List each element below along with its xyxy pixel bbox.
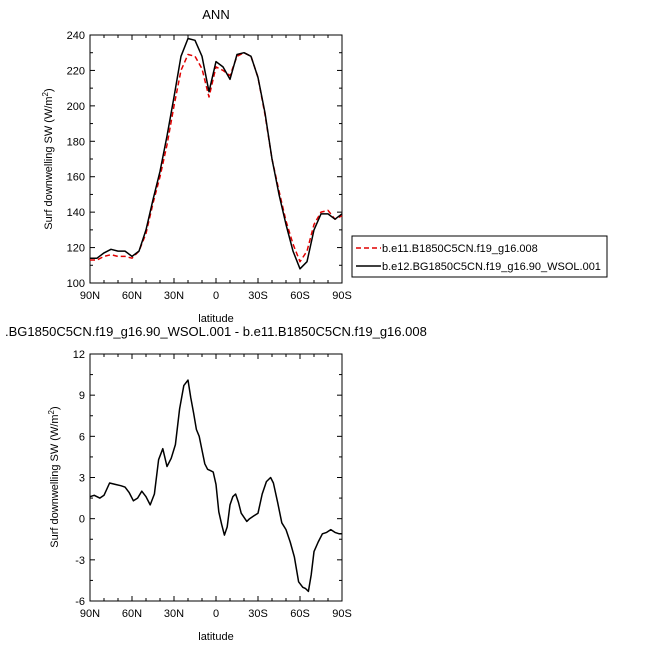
top-panel-y-tick-label: 100 <box>67 278 85 290</box>
top-panel-ticks: 90N 60N 30N 0 30S 60S 90S 100 120 140 160 180 200 220… <box>67 30 352 302</box>
bottom-panel-frame <box>89 353 343 602</box>
top-panel-y-tick-label: 220 <box>67 65 85 77</box>
top-panel-y-tick-label: 140 <box>67 207 85 219</box>
top-panel-y-axis-label-close: ) <box>43 88 55 92</box>
legend-label-experiment: b.e12.BG1850C5CN.f19_g16.90_WSOL.001 <box>382 261 601 273</box>
bottom-panel-x-tick-label: 30N <box>164 608 184 620</box>
top-panel-y-axis-label-main: Surf downwelling SW (W/m <box>43 96 55 229</box>
top-panel-x-tick-label: 30S <box>248 290 268 302</box>
top-panel-x-tick-label: 90S <box>332 290 352 302</box>
top-panel-x-axis-label: latitude <box>198 313 233 325</box>
bottom-panel-ticks: 90N 60N 30N 0 30S 60S 90S -6 -3 0 3 6 9 12 <box>73 349 352 620</box>
top-panel-climatology: ANN 90N 60N 30N 0 30S 60S 90S 100 120 140 160 180 20… <box>41 7 352 325</box>
top-panel-series-line-1 <box>90 37 343 270</box>
bottom-panel-y-tick-label: 6 <box>79 431 85 443</box>
top-panel-x-tick-label: 90N <box>80 290 100 302</box>
legend-box <box>351 235 608 278</box>
top-panel-series <box>90 37 343 270</box>
legend: b.e11.B1850C5CN.f19_g16.008 b.e12.BG1850… <box>351 235 608 278</box>
top-panel-title: ANN <box>202 7 229 22</box>
bottom-panel-difference: .BG1850C5CN.f19_g16.90_WSOL.001 - b.e11.… <box>5 324 427 643</box>
bottom-panel-x-tick-label: 60S <box>290 608 310 620</box>
top-panel-y-tick-label: 240 <box>67 30 85 42</box>
bottom-panel-x-tick-label: 60N <box>122 608 142 620</box>
bottom-panel-y-tick-label: 3 <box>79 473 85 485</box>
top-panel-y-axis-label: Surf downwelling SW (W/m2) <box>41 88 55 229</box>
top-panel-x-tick-label: 30N <box>164 290 184 302</box>
bottom-panel-x-tick-label: 90S <box>332 608 352 620</box>
legend-label-control: b.e11.B1850C5CN.f19_g16.008 <box>382 243 538 255</box>
top-panel-y-axis-label-sup: 2 <box>41 91 50 96</box>
bottom-panel-x-axis-label: latitude <box>198 631 233 643</box>
top-panel-y-tick-label: 180 <box>67 136 85 148</box>
top-panel-x-tick-label: 60S <box>290 290 310 302</box>
top-panel-series-line-0 <box>90 51 343 263</box>
top-panel-y-tick-label: 160 <box>67 172 85 184</box>
top-panel-y-tick-label: 200 <box>67 101 85 113</box>
bottom-panel-y-tick-label: 12 <box>73 349 85 361</box>
bottom-panel-series <box>89 379 342 593</box>
bottom-panel-y-axis-label-close: ) <box>49 406 61 410</box>
bottom-panel-y-axis-label-main: Surf downwelling SW (W/m <box>49 414 61 547</box>
bottom-panel-y-axis-label: Surf downwelling SW (W/m2) <box>47 406 61 547</box>
bottom-panel-series-line-0 <box>89 379 342 593</box>
top-panel-frame <box>89 34 343 284</box>
bottom-panel-x-tick-label: 90N <box>80 608 100 620</box>
bottom-panel-y-tick-label: 0 <box>79 514 85 526</box>
bottom-panel-x-tick-label: 30S <box>248 608 268 620</box>
top-panel-x-tick-label: 0 <box>213 290 219 302</box>
bottom-panel-y-tick-label: -3 <box>75 555 85 567</box>
bottom-panel-title: .BG1850C5CN.f19_g16.90_WSOL.001 - b.e11.… <box>5 324 427 339</box>
bottom-panel-y-tick-label: 9 <box>79 390 85 402</box>
bottom-panel-y-axis-label-sup: 2 <box>47 409 56 414</box>
bottom-panel-y-tick-label: -6 <box>75 596 85 608</box>
bottom-panel-x-tick-label: 0 <box>213 608 219 620</box>
top-panel-x-tick-label: 60N <box>122 290 142 302</box>
top-panel-y-tick-label: 120 <box>67 243 85 255</box>
